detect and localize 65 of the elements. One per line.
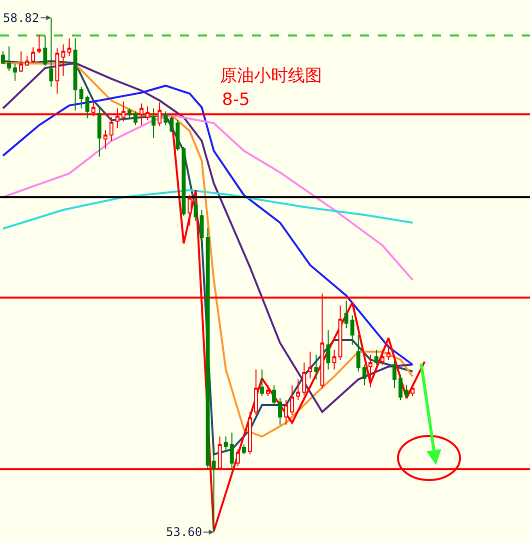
candlestick [152,108,156,138]
candlestick [109,116,114,142]
candlestick [176,120,180,152]
candlestick [260,369,264,397]
candlestick [43,34,48,67]
candlestick [188,194,192,226]
candlestick [368,354,372,388]
candlestick [55,48,60,94]
candlestick [302,362,306,396]
candlestick [13,64,18,82]
candlestick [25,56,30,67]
candlestick [164,110,168,126]
candlestick [344,300,348,329]
candlestick [410,384,415,397]
candlestick [103,130,108,150]
candlestick [272,384,276,406]
candlestick [61,44,66,76]
annotation: 53.60 [166,525,202,539]
candlestick [338,304,342,360]
candlestick [332,349,336,370]
candlestick [296,378,300,401]
candlestick [128,108,132,119]
candlestick [37,34,42,54]
candlestick [224,436,228,452]
candlestick [1,50,5,65]
candlestick [97,108,102,158]
candlestick [206,227,210,471]
candlestick [362,364,366,386]
text: 原油小时线图 [220,66,322,86]
candlestick [182,146,186,216]
candlestick [230,432,234,471]
candlestick [200,209,204,246]
candlestick [350,314,354,346]
candlestick [356,334,360,372]
candlestick [398,374,402,401]
candlestick [404,384,409,399]
candlestick [242,444,246,455]
candlestick [236,448,240,467]
candlestick [31,46,36,64]
candlestick [49,17,54,88]
candlestick [194,198,198,222]
candlestick [308,351,312,379]
candlestick [79,86,84,109]
candlestick [278,398,282,426]
candlestick [85,95,90,119]
annotation: 58.82 [3,11,40,25]
candlestick [266,384,270,397]
candlestick [254,369,258,416]
candlestick [170,116,174,133]
candlestick [67,38,72,57]
candlestick [19,50,24,72]
candlestick [380,349,384,366]
candlestick [248,411,252,455]
candlestick [392,359,396,389]
candlestick [326,330,330,370]
candlestick [7,46,12,72]
candlestick [284,400,288,426]
text: 8-5 [222,90,250,110]
candlestick [134,110,138,126]
candlestick [374,349,378,366]
candlestick [314,354,318,380]
candlestick [386,344,390,360]
candlestick [290,384,294,416]
candlestick [212,444,216,533]
candlestick [73,38,78,111]
